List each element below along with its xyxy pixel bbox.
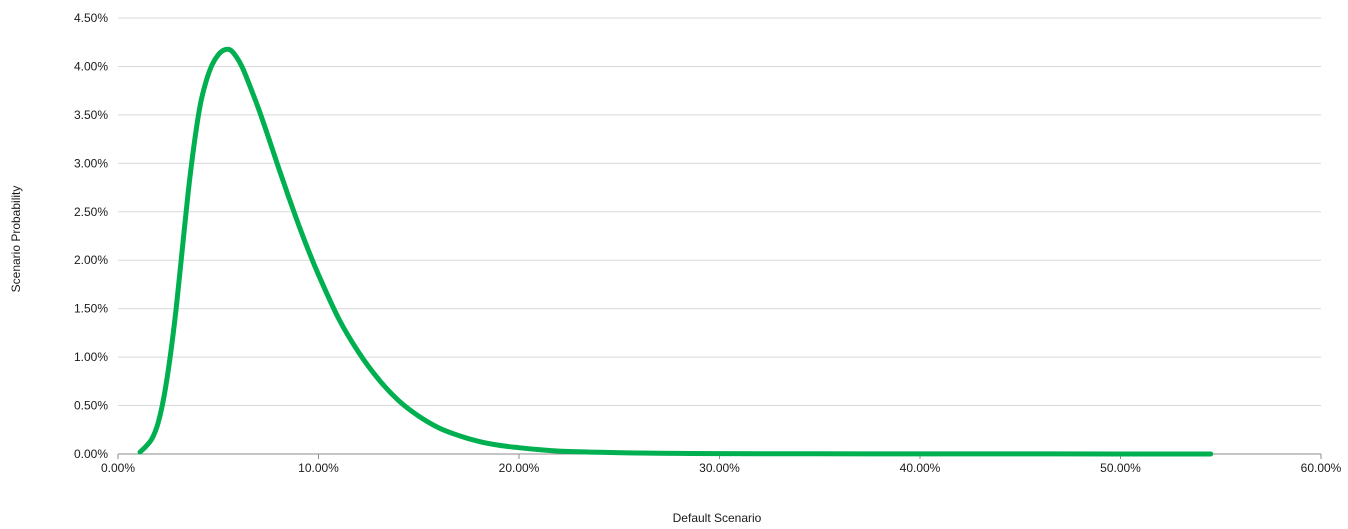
x-tick-label: 60.00% bbox=[1301, 461, 1342, 475]
x-tick-label: 10.00% bbox=[298, 461, 339, 475]
y-tick-label: 4.50% bbox=[74, 11, 108, 25]
series-line bbox=[137, 46, 1214, 457]
series-layer bbox=[137, 46, 1214, 457]
y-tick-label: 2.50% bbox=[74, 205, 108, 219]
y-tick-label: 3.00% bbox=[74, 156, 108, 170]
x-tick-label: 0.00% bbox=[101, 461, 135, 475]
label-layer: 0.00% 0.50% 1.00% 1.50% 2.00% 2.50% 3.00% 3.50%… bbox=[74, 11, 1342, 475]
y-axis-title: Scenario Probability bbox=[9, 186, 23, 293]
x-tick-label: 50.00% bbox=[1100, 461, 1141, 475]
y-tick-label: 2.00% bbox=[74, 253, 108, 267]
x-tick-label: 30.00% bbox=[699, 461, 740, 475]
y-tick-label: 4.00% bbox=[74, 59, 108, 73]
y-tick-label: 0.50% bbox=[74, 399, 108, 413]
x-tick-label: 40.00% bbox=[900, 461, 941, 475]
y-tick-label: 0.00% bbox=[74, 447, 108, 461]
x-tick-label: 20.00% bbox=[499, 461, 540, 475]
x-axis-title: Default Scenario bbox=[673, 511, 762, 525]
grid-layer bbox=[118, 17, 1321, 407]
y-tick-label: 1.50% bbox=[74, 302, 108, 316]
y-tick-label: 3.50% bbox=[74, 108, 108, 122]
y-tick-label: 1.00% bbox=[74, 350, 108, 364]
